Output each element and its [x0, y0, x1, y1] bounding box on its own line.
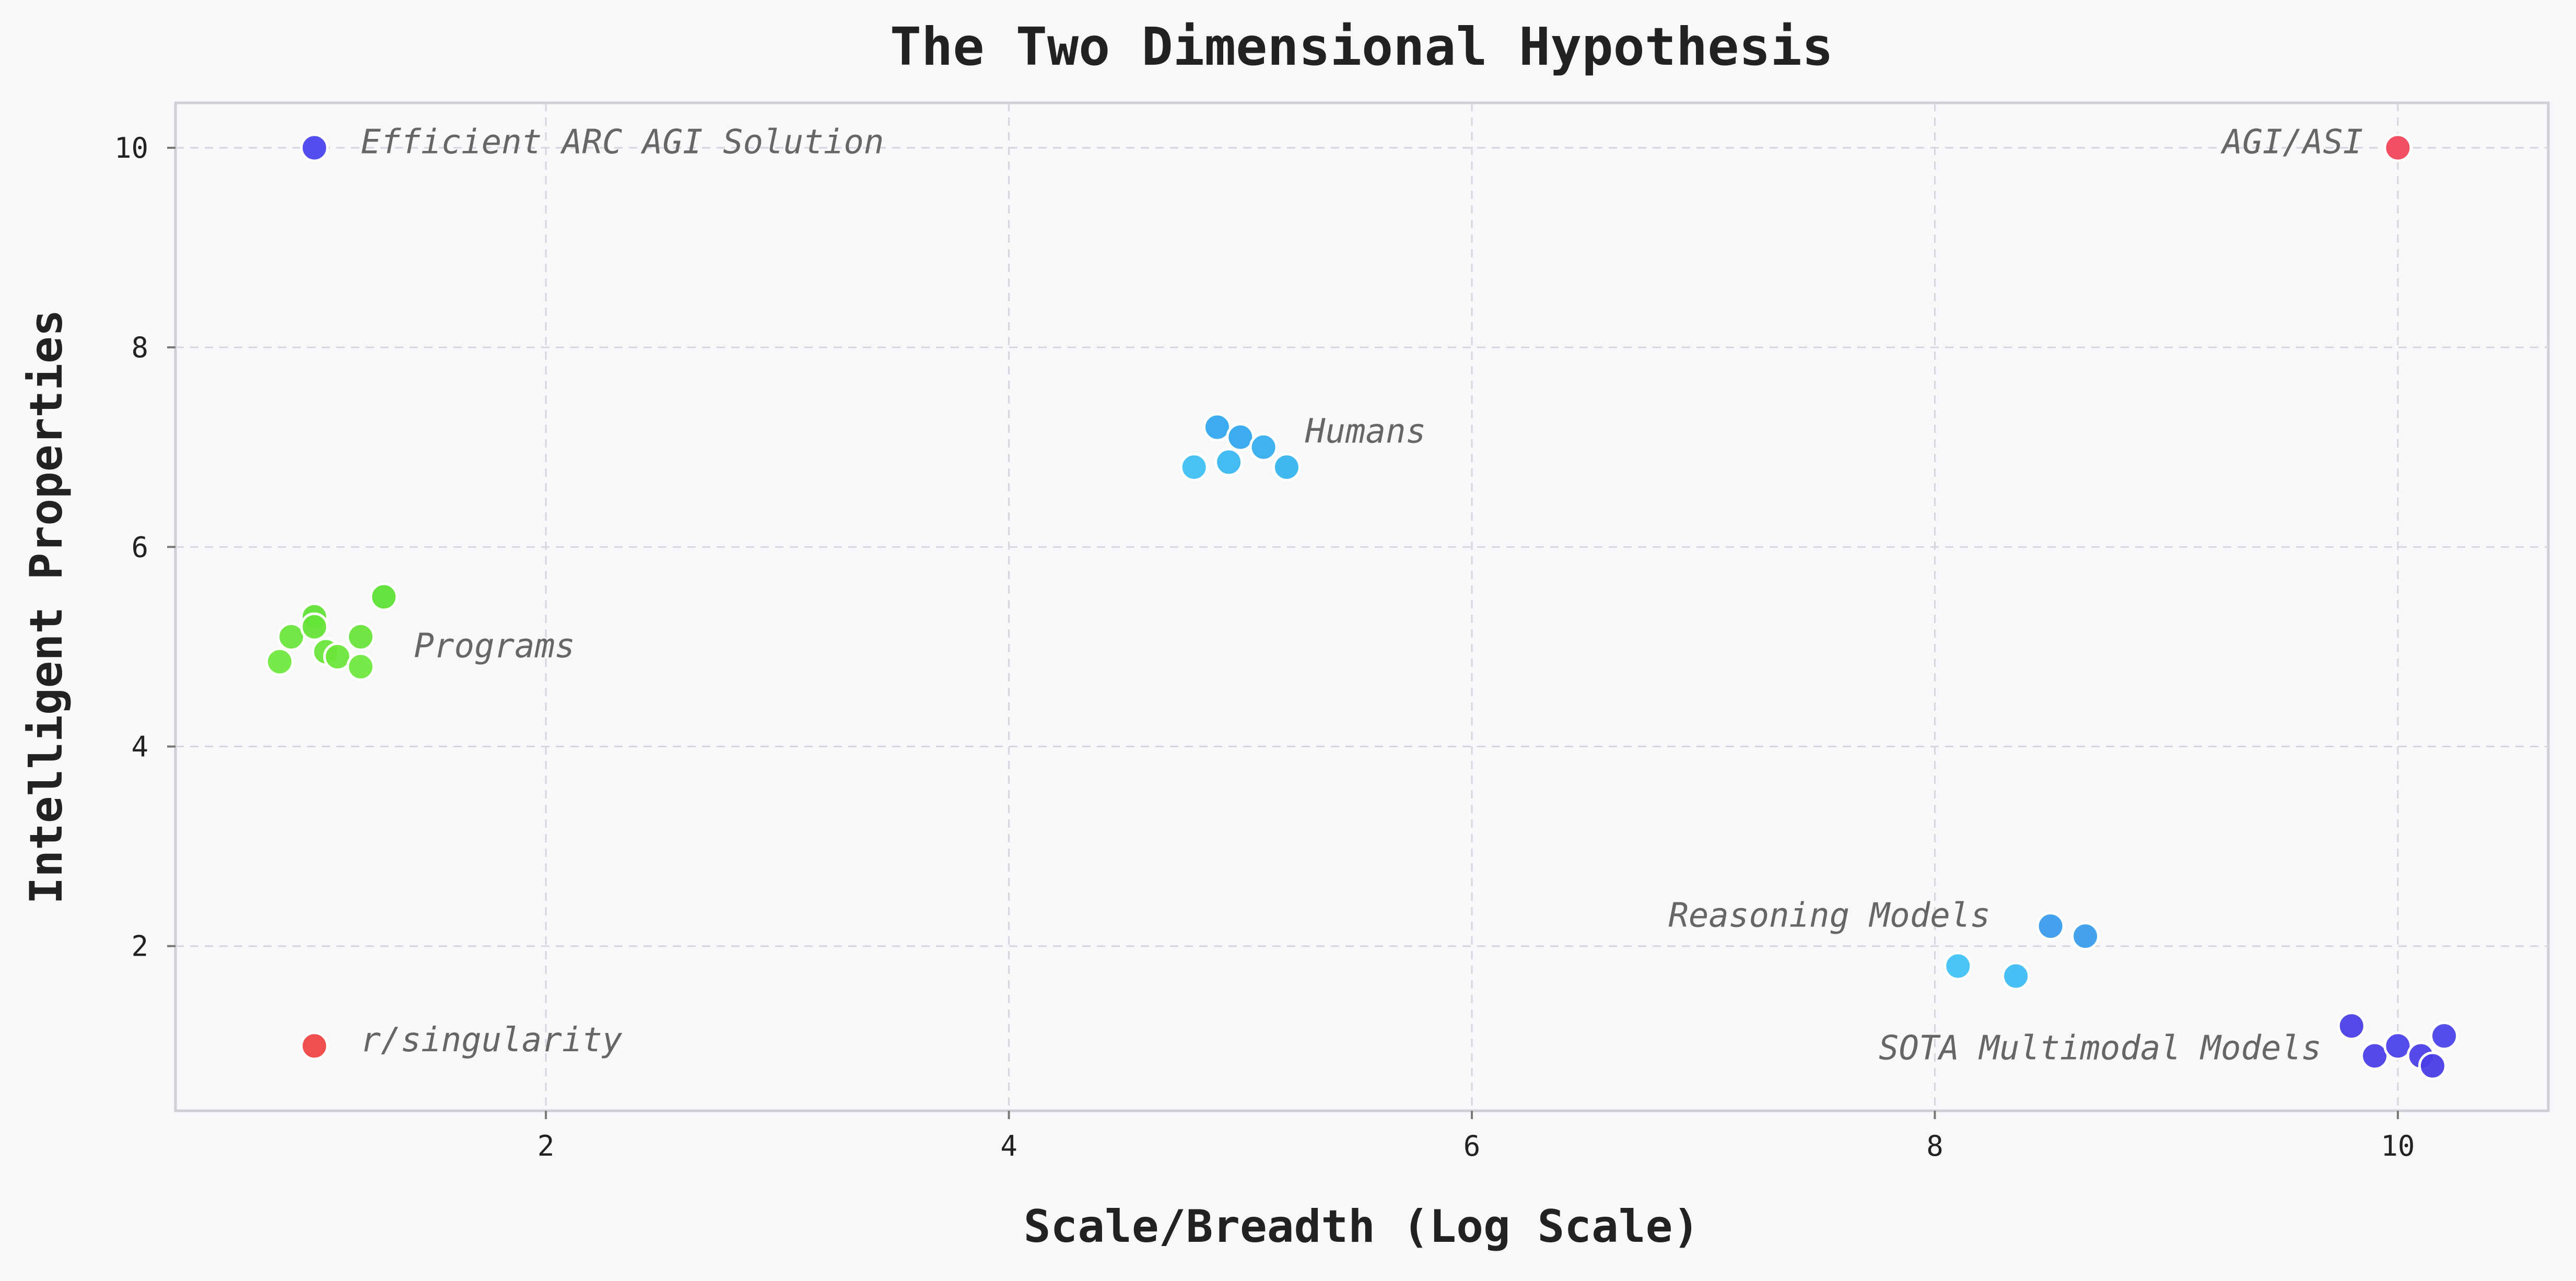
x-tick-label: 8 — [1926, 1130, 1943, 1162]
data-point-programs — [265, 647, 294, 676]
chart-title: The Two Dimensional Hypothesis — [890, 16, 1833, 77]
data-point-humans — [1214, 448, 1244, 477]
data-annotations: Efficient ARC AGI Solution AGI/ASI Humans P… — [361, 123, 2363, 1067]
annotation-programs: Programs — [414, 627, 575, 665]
annotation-efficient-arc-agi-solution: Efficient ARC AGI Solution — [361, 123, 884, 161]
x-axis-label: Scale/Breadth (Log Scale) — [1024, 1201, 1700, 1253]
data-point-humans — [1249, 432, 1278, 462]
x-tick-label: 4 — [1000, 1130, 1017, 1162]
annotation-sota-multimodal-models: SOTA Multimodal Models — [1879, 1029, 2322, 1068]
data-point-programs — [300, 612, 329, 641]
data-point-sota-multimodal-models — [2430, 1021, 2459, 1051]
axis-ticks: 2 4 6 8 10 2 4 6 8 10 — [114, 132, 2415, 1162]
data-point-reasoning-models — [1943, 951, 1973, 981]
annotation-agi-asi: AGI/ASI — [2220, 123, 2363, 161]
y-axis-label: Intelligent Properties — [20, 309, 73, 904]
data-point-reasoning-models — [2001, 961, 2031, 991]
data-point-programs — [346, 622, 376, 651]
y-tick-label: 10 — [114, 132, 148, 164]
data-point-sota-multimodal-models — [2418, 1051, 2447, 1080]
data-points — [265, 133, 2459, 1080]
grid-lines — [175, 103, 2548, 1111]
plot-area — [174, 101, 2550, 1112]
x-tick-label: 10 — [2381, 1130, 2415, 1162]
y-tick-label: 4 — [131, 731, 148, 763]
annotation-reasoning-models: Reasoning Models — [1668, 896, 1990, 935]
data-point-humans — [1179, 452, 1209, 481]
data-point-humans — [1272, 452, 1301, 481]
y-tick-label: 6 — [131, 531, 148, 563]
annotation-humans: Humans — [1305, 413, 1426, 451]
data-point-programs — [346, 652, 376, 681]
data-point-reasoning-models — [2036, 911, 2065, 941]
x-tick-label: 6 — [1463, 1130, 1481, 1162]
data-point-reasoning-models — [2071, 922, 2100, 951]
data-point-sota-multimodal-models — [2337, 1012, 2366, 1041]
data-point-efficient-arc-agi-solution — [300, 133, 329, 162]
data-point-programs — [369, 582, 399, 612]
data-point-agi-asi — [2383, 133, 2413, 162]
data-point-r-singularity — [300, 1031, 329, 1061]
x-tick-label: 2 — [537, 1130, 555, 1162]
y-tick-label: 2 — [131, 930, 148, 963]
y-tick-label: 8 — [131, 331, 148, 364]
annotation-r-singularity: r/singularity — [361, 1021, 623, 1060]
